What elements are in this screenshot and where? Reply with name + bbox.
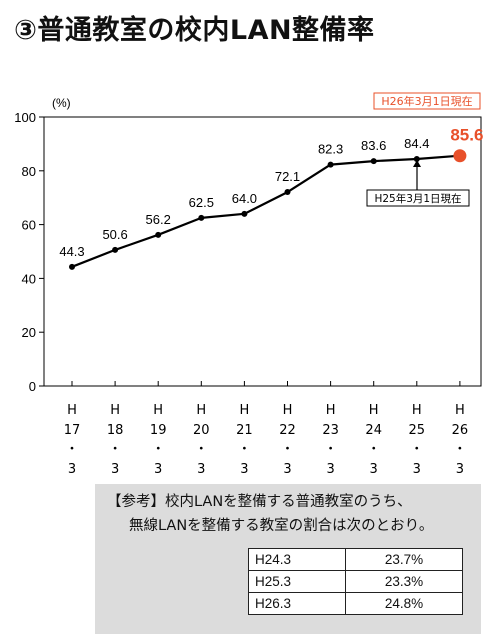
data-point bbox=[413, 155, 420, 162]
data-label: 56.2 bbox=[146, 212, 171, 227]
highlight-callout: H26年3月1日現在 bbox=[373, 92, 481, 110]
line-chart: (%) 0 20 40 60 80 100 H 17 ・ 3 H 18 ・ 3 H 19 ・ 3 H 20 ・ 3 H 21… bbox=[14, 92, 483, 477]
x-tick-label: H bbox=[196, 403, 206, 418]
x-tick-label: ・ bbox=[195, 442, 208, 457]
data-label: 82.3 bbox=[318, 142, 343, 157]
y-tick-label: 20 bbox=[22, 325, 36, 340]
x-tick-label: ・ bbox=[367, 442, 380, 457]
x-tick-label: 3 bbox=[456, 462, 464, 477]
data-points bbox=[69, 149, 467, 270]
data-point bbox=[284, 189, 291, 196]
x-tick-label: ・ bbox=[238, 442, 251, 457]
x-tick-label: 25 bbox=[409, 423, 426, 438]
annotation-callout: H25年3月1日現在 bbox=[366, 160, 470, 207]
x-tick-label: H bbox=[110, 403, 120, 418]
data-point bbox=[155, 231, 162, 238]
plot-frame bbox=[43, 116, 482, 387]
data-point bbox=[198, 214, 205, 221]
y-axis-unit-label: (%) bbox=[52, 96, 71, 110]
x-tick-label: ・ bbox=[410, 442, 423, 457]
x-tick-label: H bbox=[369, 403, 379, 418]
highlight-callout-box bbox=[373, 92, 481, 110]
reference-panel: 【参考】校内LANを整備する普通教室のうち、 無線LANを整備する教室の割合は次… bbox=[95, 484, 481, 634]
data-label: 62.5 bbox=[189, 195, 214, 210]
table-cell-period: H25.3 bbox=[248, 570, 346, 593]
data-label: 50.6 bbox=[102, 227, 127, 242]
x-tick-label: 3 bbox=[370, 462, 378, 477]
x-tick-label: ・ bbox=[65, 442, 78, 457]
value-labels: 44.3 50.6 56.2 62.5 64.0 72.1 82.3 83.6 84.4 85.6 bbox=[59, 126, 483, 259]
x-tick-label: 3 bbox=[413, 462, 421, 477]
x-tick-label: 23 bbox=[322, 423, 339, 438]
table-row: H25.3 23.3% bbox=[248, 570, 463, 593]
y-tick-label: 60 bbox=[22, 218, 36, 233]
x-tick-label: 24 bbox=[365, 423, 382, 438]
data-point bbox=[112, 246, 119, 253]
x-tick-label: 3 bbox=[326, 462, 334, 477]
x-axis-ticks: H 17 ・ 3 H 18 ・ 3 H 19 ・ 3 H 20 ・ 3 H 21 ・ 3 H 22 ・ 3 H 23 ・ 3 H 24 ・ 3… bbox=[64, 381, 468, 477]
data-point bbox=[241, 210, 248, 217]
data-label: 72.1 bbox=[275, 169, 300, 184]
x-tick-label: 17 bbox=[64, 423, 81, 438]
x-tick-label: 3 bbox=[68, 462, 76, 477]
table-row: H26.3 24.8% bbox=[248, 592, 463, 615]
y-tick-label: 80 bbox=[22, 164, 36, 179]
x-tick-label: H bbox=[240, 403, 250, 418]
table-cell-period: H24.3 bbox=[248, 548, 346, 571]
table-cell-value: 23.7% bbox=[345, 548, 463, 571]
x-tick-label: H bbox=[455, 403, 465, 418]
x-tick-label: H bbox=[326, 403, 336, 418]
table-cell-period: H26.3 bbox=[248, 592, 346, 615]
highlight-callout-label: H26年3月1日現在 bbox=[381, 94, 472, 108]
x-tick-label: 3 bbox=[154, 462, 162, 477]
series-line bbox=[71, 154, 460, 268]
y-tick-label: 40 bbox=[22, 271, 36, 286]
x-tick-label: 26 bbox=[452, 423, 469, 438]
data-label: 83.6 bbox=[361, 138, 386, 153]
page-title: ③普通教室の校内LAN整備率 bbox=[14, 15, 375, 46]
table-row: H24.3 23.7% bbox=[248, 548, 463, 571]
x-tick-label: ・ bbox=[324, 442, 337, 457]
reference-line-1: 【参考】校内LANを整備する普通教室のうち、 bbox=[107, 494, 412, 510]
x-tick-label: H bbox=[283, 403, 293, 418]
data-label: 84.4 bbox=[404, 136, 429, 151]
y-axis-ticks: 0 20 40 60 80 100 bbox=[14, 110, 44, 394]
x-tick-label: 21 bbox=[236, 423, 253, 438]
x-tick-label: 3 bbox=[283, 462, 291, 477]
data-point-highlight bbox=[453, 149, 467, 163]
data-point bbox=[69, 263, 75, 270]
annotation-arrowhead bbox=[413, 160, 421, 167]
reference-table: H24.3 23.7% H25.3 23.3% H26.3 24.8% bbox=[248, 548, 463, 615]
y-tick-label: 0 bbox=[29, 379, 36, 394]
annotation-callout-label: H25年3月1日現在 bbox=[374, 192, 461, 205]
x-tick-label: 18 bbox=[107, 423, 124, 438]
x-tick-label: 22 bbox=[279, 423, 296, 438]
x-tick-label: H bbox=[412, 403, 422, 418]
x-tick-label: ・ bbox=[152, 442, 165, 457]
x-tick-label: 3 bbox=[111, 462, 119, 477]
x-tick-label: 3 bbox=[240, 462, 248, 477]
data-point bbox=[370, 158, 377, 165]
reference-line-2: 無線LANを整備する教室の割合は次のとおり。 bbox=[129, 518, 434, 534]
x-tick-label: 3 bbox=[197, 462, 205, 477]
x-tick-label: H bbox=[153, 403, 163, 418]
annotation-callout-box bbox=[366, 189, 470, 207]
x-tick-label: ・ bbox=[281, 442, 294, 457]
data-label-highlight: 85.6 bbox=[450, 126, 483, 145]
data-label: 64.0 bbox=[232, 191, 257, 206]
x-tick-label: ・ bbox=[453, 442, 466, 457]
data-label: 44.3 bbox=[59, 244, 84, 259]
x-tick-label: 19 bbox=[150, 423, 167, 438]
table-cell-value: 24.8% bbox=[345, 592, 463, 615]
x-tick-label: H bbox=[67, 403, 77, 418]
data-point bbox=[327, 161, 334, 168]
table-cell-value: 23.3% bbox=[345, 570, 463, 593]
y-tick-label: 100 bbox=[14, 110, 36, 125]
x-tick-label: 20 bbox=[193, 423, 210, 438]
x-tick-label: ・ bbox=[109, 442, 122, 457]
